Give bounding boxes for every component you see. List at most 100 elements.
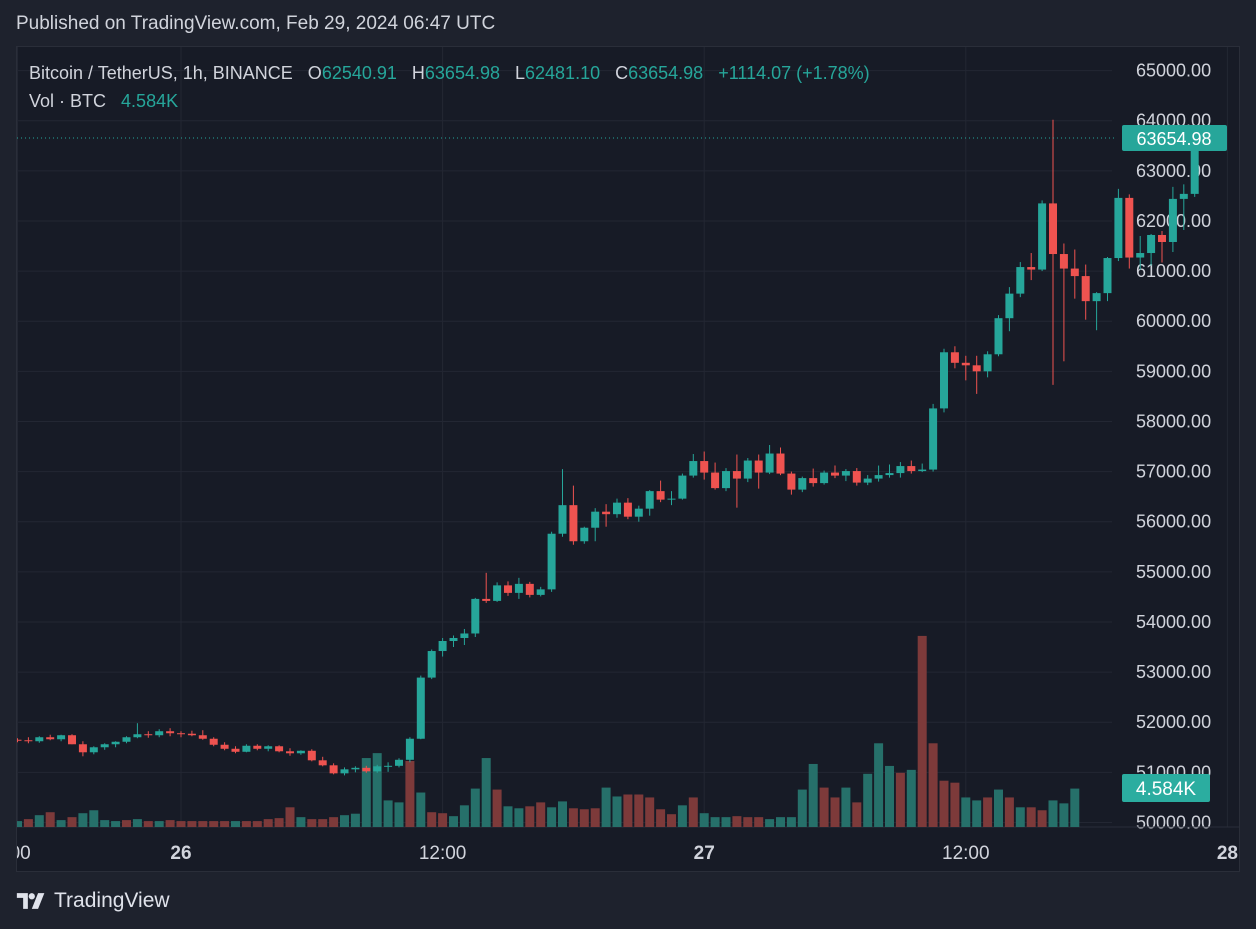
candle-body xyxy=(318,760,327,766)
volume-bar xyxy=(67,817,77,827)
volume-bar xyxy=(776,817,785,827)
volume-bar xyxy=(383,800,393,827)
volume-bar xyxy=(634,794,644,827)
high-label: H xyxy=(411,63,425,83)
candle-body xyxy=(68,735,76,745)
volume-bar xyxy=(558,801,567,827)
price-axis-label: 58000.00 xyxy=(1136,411,1211,431)
candle-body xyxy=(1081,276,1090,302)
volume-bar xyxy=(939,780,949,827)
time-axis-label: 12:00 xyxy=(942,843,990,864)
volume-bar xyxy=(1070,788,1080,827)
candle-body xyxy=(809,478,818,484)
volume-bar xyxy=(906,769,916,827)
volume-bar xyxy=(449,816,458,827)
volume-bar xyxy=(405,761,415,827)
volume-bar xyxy=(841,787,851,827)
volume-bar xyxy=(972,800,982,827)
volume-bar xyxy=(438,813,448,827)
price-axis-label: 53000.00 xyxy=(1136,662,1211,682)
time-axis-label: 12:00 xyxy=(419,843,467,864)
last-price-tag xyxy=(1122,124,1227,151)
candle-body xyxy=(35,737,44,742)
time-axis-label: :00 xyxy=(17,843,31,864)
tradingview-brand[interactable]: TradingView xyxy=(16,889,170,913)
volume-bar xyxy=(23,819,33,827)
volume-bar xyxy=(132,819,142,827)
volume-bar xyxy=(111,821,121,827)
candle-body xyxy=(852,471,861,483)
price-axis-label: 63000.00 xyxy=(1136,161,1211,181)
volume-bar xyxy=(623,794,633,827)
candle-body xyxy=(198,735,207,739)
candle-body xyxy=(1168,198,1177,242)
volume-bar xyxy=(220,821,230,827)
candle-body xyxy=(1070,268,1079,277)
price-axis-label: 50000.00 xyxy=(1136,812,1211,832)
volume-bar xyxy=(699,813,709,827)
candle-body xyxy=(1103,258,1112,294)
volume-bar xyxy=(874,743,884,827)
candle-body xyxy=(1027,267,1036,270)
candle-body xyxy=(831,472,839,476)
candle-body xyxy=(918,469,927,472)
volume-bar xyxy=(470,788,480,827)
volume-bar xyxy=(994,789,1003,827)
ohlc-row: Bitcoin / TetherUS, 1h, BINANCE O62540.9… xyxy=(29,59,870,87)
time-axis-label: 28 xyxy=(1217,843,1238,864)
candlestick-chart[interactable]: 65000.0064000.0063000.0062000.0061000.00… xyxy=(17,47,1240,872)
candle-body xyxy=(656,491,665,500)
last-price-tag-label: 63654.98 xyxy=(1136,129,1211,149)
volume-bar xyxy=(427,812,437,827)
candle-body xyxy=(1136,253,1145,258)
candle-body xyxy=(994,318,1003,355)
volume-bar xyxy=(797,789,807,827)
candle-body xyxy=(384,765,393,767)
candle-body xyxy=(569,505,578,542)
candle-body xyxy=(187,733,196,736)
tradingview-logo-icon xyxy=(16,893,45,909)
price-axis-label: 60000.00 xyxy=(1136,311,1211,331)
candle-body xyxy=(623,502,632,517)
volume-value: 4.584K xyxy=(121,91,179,111)
chart-frame[interactable]: 65000.0064000.0063000.0062000.0061000.00… xyxy=(16,46,1240,872)
volume-bar xyxy=(612,796,622,827)
volume-bar xyxy=(601,787,611,827)
candle-body xyxy=(133,734,142,738)
high-value: 63654.98 xyxy=(424,63,500,83)
candle-body xyxy=(296,750,305,754)
volume-bar xyxy=(1026,807,1036,827)
candle-body xyxy=(776,453,785,474)
volume-bar xyxy=(274,818,284,827)
volume-bar xyxy=(340,815,349,827)
volume-bar xyxy=(863,773,873,827)
candle-body xyxy=(460,633,469,638)
candle-body xyxy=(841,471,850,476)
candle-body xyxy=(220,744,229,749)
volume-bar xyxy=(645,797,655,827)
volume-bar xyxy=(350,813,360,827)
candle-body xyxy=(580,527,589,542)
candle-body xyxy=(885,473,894,476)
candle-body xyxy=(362,767,371,772)
volume-bar xyxy=(547,807,557,827)
candle-body xyxy=(1092,293,1101,302)
price-axis-label: 56000.00 xyxy=(1136,512,1211,532)
candle-body xyxy=(449,637,458,642)
candle-body xyxy=(1005,293,1014,319)
candle-body xyxy=(678,475,687,499)
candle-body xyxy=(340,769,349,774)
volume-bar xyxy=(34,815,44,827)
candle-body xyxy=(427,651,436,678)
candle-body xyxy=(275,746,284,752)
candle-body xyxy=(100,744,109,748)
volume-bar xyxy=(89,810,99,827)
candle-body xyxy=(896,466,905,474)
candle-body xyxy=(395,759,403,766)
time-axis-label: 26 xyxy=(170,843,191,864)
candle-body xyxy=(743,460,752,479)
volume-bar xyxy=(950,782,960,827)
volume-bar xyxy=(481,758,491,827)
volume-bar xyxy=(394,802,404,827)
volume-bar xyxy=(754,817,764,827)
